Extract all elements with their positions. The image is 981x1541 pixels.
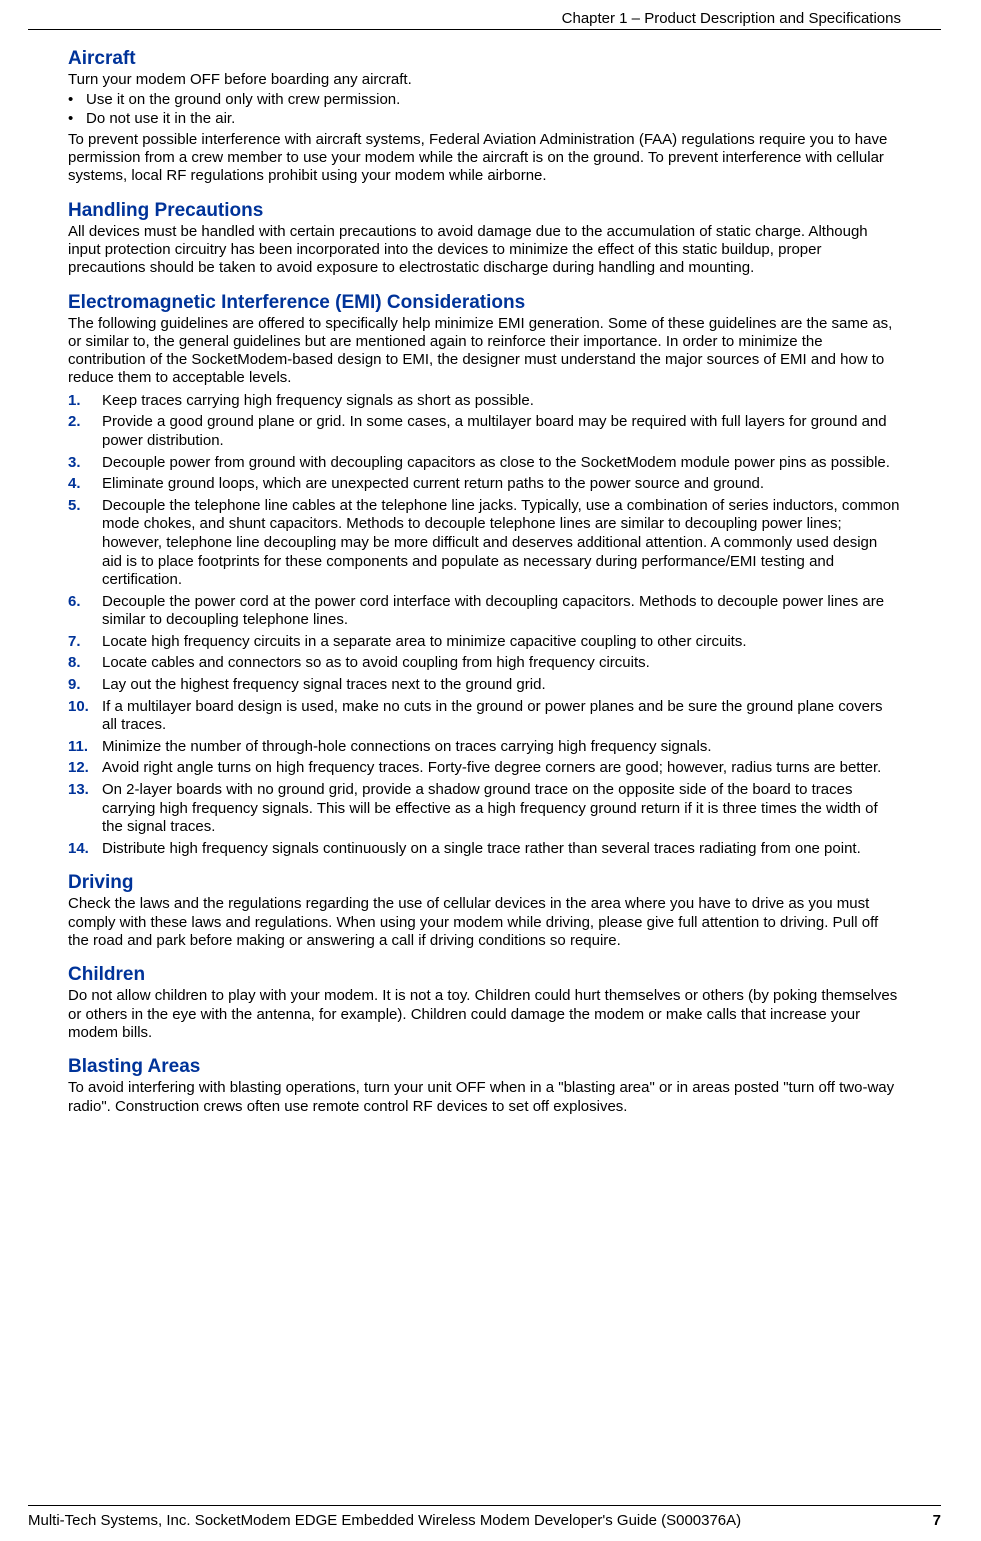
section-title-aircraft: Aircraft — [68, 48, 901, 70]
emi-item-text: Lay out the highest frequency signal tra… — [102, 676, 546, 693]
content-area: Aircraft Turn your modem OFF before boar… — [68, 48, 901, 1116]
driving-body: Check the laws and the regulations regar… — [68, 895, 901, 950]
footer-line: Multi-Tech Systems, Inc. SocketModem EDG… — [28, 1512, 941, 1529]
footer-text: Multi-Tech Systems, Inc. SocketModem EDG… — [28, 1512, 741, 1529]
list-number: 10. — [68, 698, 96, 717]
list-number: 4. — [68, 475, 96, 494]
emi-item-text: Decouple the power cord at the power cor… — [102, 593, 884, 629]
running-header: Chapter 1 – Product Description and Spec… — [28, 10, 941, 29]
list-number: 1. — [68, 392, 96, 411]
emi-item-text: On 2-layer boards with no ground grid, p… — [102, 781, 878, 835]
section-title-handling: Handling Precautions — [68, 200, 901, 222]
emi-item-text: If a multilayer board design is used, ma… — [102, 698, 882, 734]
list-number: 11. — [68, 738, 96, 757]
emi-item: 11. Minimize the number of through-hole c… — [68, 738, 901, 757]
section-title-children: Children — [68, 964, 901, 986]
emi-item-text: Decouple power from ground with decoupli… — [102, 454, 890, 471]
emi-item: 3. Decouple power from ground with decoup… — [68, 454, 901, 473]
section-title-emi: Electromagnetic Interference (EMI) Consi… — [68, 292, 901, 314]
list-number: 13. — [68, 781, 96, 800]
footer: Multi-Tech Systems, Inc. SocketModem EDG… — [28, 1487, 941, 1529]
list-number: 6. — [68, 593, 96, 612]
list-number: 12. — [68, 759, 96, 778]
list-number: 5. — [68, 497, 96, 516]
emi-item-text: Distribute high frequency signals contin… — [102, 840, 861, 857]
emi-item: 14. Distribute high frequency signals con… — [68, 840, 901, 859]
emi-item: 5. Decouple the telephone line cables at … — [68, 497, 901, 590]
list-number: 9. — [68, 676, 96, 695]
emi-item-text: Eliminate ground loops, which are unexpe… — [102, 475, 764, 492]
list-number: 14. — [68, 840, 96, 859]
emi-item-text: Locate high frequency circuits in a sepa… — [102, 633, 747, 650]
aircraft-intro: Turn your modem OFF before boarding any … — [68, 71, 901, 89]
emi-item: 1. Keep traces carrying high frequency si… — [68, 392, 901, 411]
aircraft-bullet: Use it on the ground only with crew perm… — [68, 91, 901, 110]
list-number: 8. — [68, 654, 96, 673]
blasting-body: To avoid interfering with blasting opera… — [68, 1079, 901, 1116]
list-number: 2. — [68, 413, 96, 432]
emi-item: 6. Decouple the power cord at the power c… — [68, 593, 901, 630]
list-number: 7. — [68, 633, 96, 652]
aircraft-bullet: Do not use it in the air. — [68, 110, 901, 129]
page: Chapter 1 – Product Description and Spec… — [0, 0, 981, 1541]
list-number: 3. — [68, 454, 96, 473]
section-title-blasting: Blasting Areas — [68, 1056, 901, 1078]
header-rule — [28, 29, 941, 30]
emi-item: 8. Locate cables and connectors so as to … — [68, 654, 901, 673]
emi-item: 2. Provide a good ground plane or grid. I… — [68, 413, 901, 450]
emi-item-text: Provide a good ground plane or grid. In … — [102, 413, 887, 449]
children-body: Do not allow children to play with your … — [68, 987, 901, 1042]
emi-item: 10. If a multilayer board design is used,… — [68, 698, 901, 735]
emi-item: 13. On 2-layer boards with no ground grid… — [68, 781, 901, 837]
footer-rule — [28, 1505, 941, 1506]
emi-item: 9. Lay out the highest frequency signal t… — [68, 676, 901, 695]
aircraft-bullets: Use it on the ground only with crew perm… — [68, 91, 901, 129]
handling-body: All devices must be handled with certain… — [68, 223, 901, 278]
emi-item: 12. Avoid right angle turns on high frequ… — [68, 759, 901, 778]
emi-item: 4. Eliminate ground loops, which are unex… — [68, 475, 901, 494]
footer-page-number: 7 — [933, 1512, 941, 1529]
emi-item-text: Locate cables and connectors so as to av… — [102, 654, 650, 671]
section-title-driving: Driving — [68, 872, 901, 894]
emi-item-text: Keep traces carrying high frequency sign… — [102, 392, 534, 409]
aircraft-after: To prevent possible interference with ai… — [68, 131, 901, 186]
emi-item: 7. Locate high frequency circuits in a se… — [68, 633, 901, 652]
emi-list: 1. Keep traces carrying high frequency si… — [68, 392, 901, 859]
emi-item-text: Decouple the telephone line cables at th… — [102, 497, 899, 588]
emi-item-text: Avoid right angle turns on high frequenc… — [102, 759, 881, 776]
emi-item-text: Minimize the number of through-hole conn… — [102, 738, 712, 755]
emi-intro: The following guidelines are offered to … — [68, 315, 901, 388]
